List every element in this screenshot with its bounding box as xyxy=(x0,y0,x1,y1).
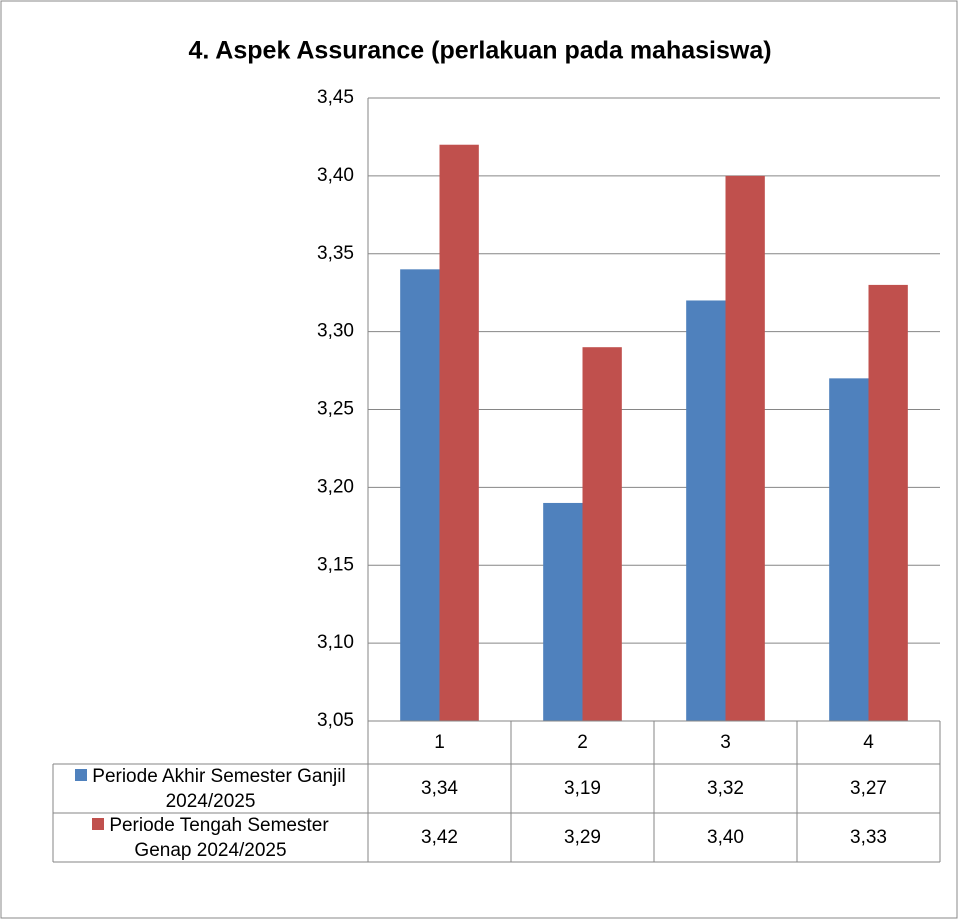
legend-entry: Periode Tengah Semester Genap 2024/2025 xyxy=(53,813,368,862)
chart-title: 4. Aspek Assurance (perlakuan pada mahas… xyxy=(188,37,771,65)
bar xyxy=(686,300,726,721)
bar xyxy=(439,144,479,722)
bar xyxy=(400,269,440,721)
legend-swatch xyxy=(92,817,105,830)
legend-text-wrap: Periode Akhir Semester Ganjil 2024/2025 xyxy=(66,764,356,814)
data-table-value: 3,40 xyxy=(707,827,744,848)
y-tick-label: 3,35 xyxy=(317,243,354,264)
x-tick-label: 2 xyxy=(577,732,588,753)
legend-swatch xyxy=(75,768,88,781)
y-tick-label: 3,15 xyxy=(317,554,354,575)
y-tick-label: 3,10 xyxy=(317,632,354,653)
data-table-value: 3,32 xyxy=(707,778,744,799)
bar xyxy=(829,378,869,721)
legend-entry: Periode Akhir Semester Ganjil 2024/2025 xyxy=(53,764,368,813)
bar xyxy=(543,502,583,721)
y-tick-label: 3,40 xyxy=(317,165,354,186)
y-tick-label: 3,25 xyxy=(317,399,354,420)
y-tick-label: 3,05 xyxy=(317,710,354,731)
y-tick-label: 3,45 xyxy=(317,87,354,108)
data-table-value: 3,42 xyxy=(421,827,458,848)
y-tick-label: 3,30 xyxy=(317,321,354,342)
bar xyxy=(725,175,765,721)
data-table-value: 3,27 xyxy=(850,778,887,799)
data-table-value: 3,19 xyxy=(564,778,601,799)
x-tick-label: 4 xyxy=(863,732,874,753)
x-tick-label: 3 xyxy=(720,732,731,753)
y-tick-label: 3,20 xyxy=(317,476,354,497)
legend-text-wrap: Periode Tengah Semester Genap 2024/2025 xyxy=(66,813,356,863)
bar xyxy=(868,284,908,721)
x-tick-label: 1 xyxy=(434,732,445,753)
legend-label: Periode Tengah Semester Genap 2024/2025 xyxy=(109,814,329,861)
data-table-value: 3,34 xyxy=(421,778,458,799)
legend-label: Periode Akhir Semester Ganjil 2024/2025 xyxy=(92,765,346,812)
bar xyxy=(582,347,622,721)
data-table-value: 3,33 xyxy=(850,827,887,848)
data-table-value: 3,29 xyxy=(564,827,601,848)
